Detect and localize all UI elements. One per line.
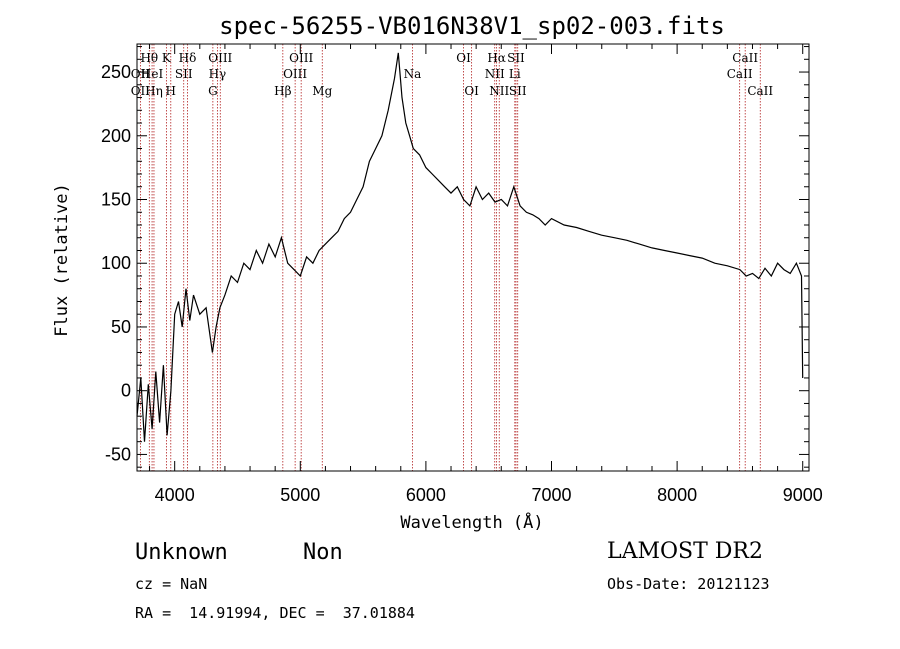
spectral-line-label: CaII [747, 84, 773, 98]
spectral-line-label: Hδ [179, 51, 197, 65]
x-tick-label: 6000 [406, 485, 446, 505]
y-tick-label: 0 [121, 381, 131, 401]
spectral-line-label: SII [175, 67, 193, 81]
spectral-line-label: Hθ [140, 51, 158, 65]
x-tick-label: 4000 [155, 485, 195, 505]
spectral-line-label: OIII [283, 67, 307, 81]
spectral-line-label: Li [509, 67, 521, 81]
y-tick-label: -50 [105, 444, 131, 464]
spectral-line-label: SII [509, 84, 527, 98]
x-tick-label: 9000 [783, 485, 823, 505]
spectral-line-label: NII [485, 67, 505, 81]
chart-title: spec-56255-VB016N38V1_sp02-003.fits [219, 12, 725, 40]
spectral-line-label: H [166, 84, 176, 98]
survey-name: LAMOST DR2 [607, 539, 763, 564]
x-tick-label: 8000 [657, 485, 697, 505]
y-tick-label: 200 [101, 126, 131, 146]
cz-value: cz = NaN [135, 575, 208, 593]
spectral-line-label: Na [404, 67, 422, 81]
spectral-line-label: OIII [208, 51, 232, 65]
spectral-line-label: OII [131, 67, 151, 81]
y-tick-label: 150 [101, 190, 131, 210]
y-axis-ticks: -50 0 50 100 150 200 250 [101, 46, 809, 468]
spectral-line-label: G [208, 84, 218, 98]
x-tick-label: 5000 [280, 485, 320, 505]
y-tick-label: 50 [111, 317, 131, 337]
spectral-line-label: HeI [141, 67, 164, 81]
x-axis-ticks: 4000 5000 6000 7000 8000 9000 [149, 44, 823, 505]
spectral-line-markers [139, 44, 761, 471]
y-tick-label: 100 [101, 253, 131, 273]
spectral-line-label: K [162, 51, 172, 65]
x-axis-label: Wavelength (Å) [400, 511, 543, 533]
spectrum-series-line [136, 52, 804, 442]
spectral-line-label: Mg [312, 84, 332, 98]
spectral-line-label: Hβ [274, 84, 291, 98]
coordinates: RA = 14.91994, DEC = 37.01884 [135, 604, 415, 622]
spectral-line-label: OI [464, 84, 479, 98]
spectral-line-label: OI [456, 51, 471, 65]
obs-date: Obs-Date: 20121123 [607, 575, 770, 593]
spectral-line-label: Hγ [209, 67, 227, 81]
spectral-line-label: OIII [289, 51, 313, 65]
spectral-line-label: CaII [732, 51, 758, 65]
spectral-line-label: OII [131, 84, 151, 98]
spectral-line-label: SII [507, 51, 525, 65]
plot-frame [136, 43, 810, 472]
y-tick-label: 250 [101, 62, 131, 82]
object-type: Unknown [135, 540, 228, 565]
spectral-line-label: CaII [727, 67, 753, 81]
spectral-line-label: NII [489, 84, 509, 98]
spectral-line-label: Hη [145, 84, 163, 98]
spectral-line-label: Hα [487, 51, 506, 65]
y-axis-label: Flux (relative) [52, 183, 72, 337]
x-tick-label: 7000 [531, 485, 571, 505]
subclass: Non [303, 540, 343, 565]
